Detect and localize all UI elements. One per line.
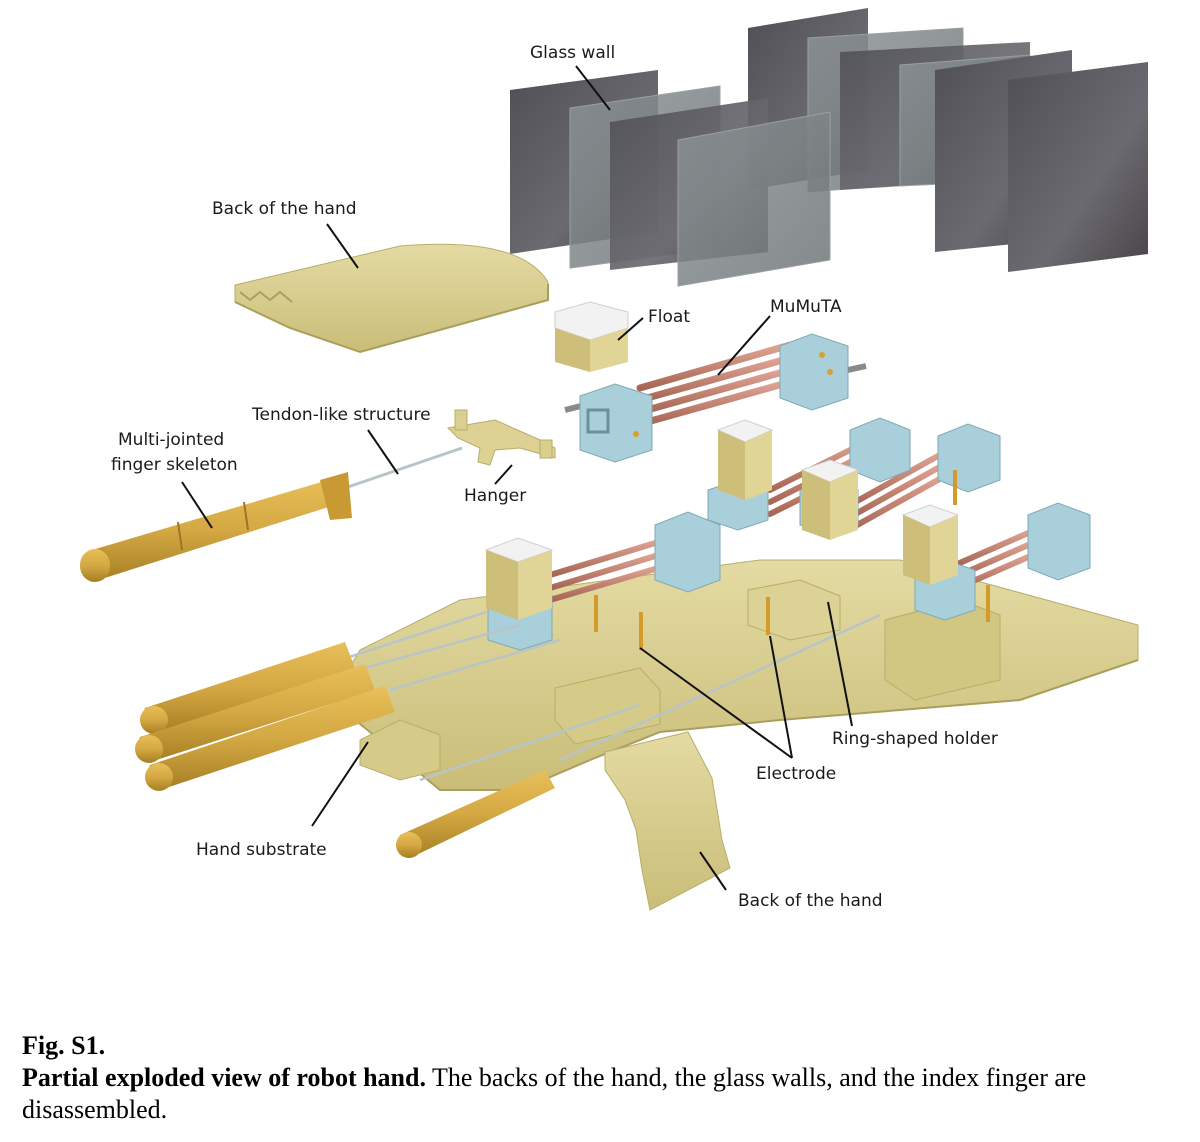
label-ring-holder: Ring-shaped holder — [832, 729, 998, 749]
label-mumuta: MuMuTA — [770, 297, 842, 317]
robot-hand-exploded-diagram: Glass wall Back of the hand Float MuMuTA… — [80, 8, 1148, 911]
label-finger-skeleton-line1: Multi-jointed — [118, 430, 224, 450]
diagram-labels: Glass wall Back of the hand Float MuMuTA… — [111, 43, 998, 911]
mumuta-actuator — [564, 333, 867, 463]
figure-description: The backs of the hand, the glass walls, … — [22, 1063, 1087, 1124]
label-tendon: Tendon-like structure — [251, 405, 431, 425]
label-electrode: Electrode — [756, 764, 836, 784]
figure-caption: Fig. S1. Partial exploded view of robot … — [22, 1030, 1182, 1126]
glass-walls — [510, 8, 1148, 287]
mounted-actuators — [339, 417, 1091, 782]
tendon-wire — [344, 446, 463, 490]
figure-number: Fig. S1. — [22, 1031, 106, 1060]
back-of-hand-bottom-part — [604, 731, 731, 911]
label-finger-skeleton-line2: finger skeleton — [111, 455, 238, 475]
label-hand-substrate: Hand substrate — [196, 840, 327, 860]
back-of-hand-top-part — [234, 243, 549, 354]
label-glass-wall: Glass wall — [530, 43, 615, 63]
leader-lines — [181, 65, 853, 891]
label-float: Float — [648, 307, 690, 327]
label-hanger: Hanger — [464, 486, 526, 506]
label-back-of-hand-top: Back of the hand — [212, 199, 357, 219]
hanger-part — [446, 409, 556, 466]
float-part — [554, 301, 629, 372]
hand-substrate-part — [329, 559, 1139, 791]
finger-skeleton-part — [80, 472, 352, 582]
mounted-fingers — [135, 642, 555, 858]
label-back-of-hand-bottom: Back of the hand — [738, 891, 883, 911]
figure-title: Partial exploded view of robot hand. — [22, 1063, 426, 1092]
